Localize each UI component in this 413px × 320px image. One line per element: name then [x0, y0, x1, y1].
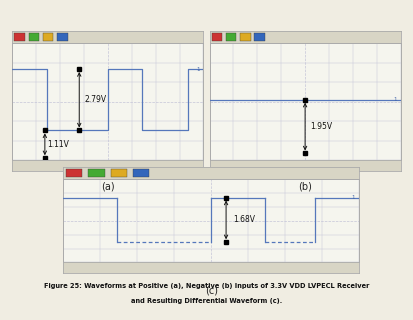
Text: 1.11V: 1.11V — [47, 140, 69, 149]
Bar — [88, 169, 104, 177]
Bar — [57, 33, 68, 41]
Text: (c): (c) — [205, 285, 218, 295]
Bar — [111, 169, 127, 177]
Text: 1.68V: 1.68V — [233, 215, 256, 224]
Text: (b): (b) — [298, 182, 312, 192]
Text: 1: 1 — [196, 67, 199, 72]
Bar — [226, 33, 236, 41]
Bar — [28, 33, 39, 41]
Bar — [66, 169, 83, 177]
Text: 2.79V: 2.79V — [84, 95, 106, 104]
Bar — [14, 33, 25, 41]
Bar — [133, 169, 149, 177]
Bar — [254, 33, 265, 41]
Text: 1.95V: 1.95V — [311, 122, 332, 131]
Bar — [240, 33, 251, 41]
Bar — [43, 33, 53, 41]
Bar — [211, 33, 222, 41]
Text: 1: 1 — [351, 195, 355, 200]
Text: 1: 1 — [393, 97, 397, 102]
Text: (a): (a) — [101, 182, 115, 192]
Text: and Resulting Differential Waveform (c).: and Resulting Differential Waveform (c). — [131, 298, 282, 304]
Text: Figure 25: Waveforms at Positive (a), Negative (b) Inputs of 3.3V VDD LVPECL Rec: Figure 25: Waveforms at Positive (a), Ne… — [44, 283, 369, 289]
